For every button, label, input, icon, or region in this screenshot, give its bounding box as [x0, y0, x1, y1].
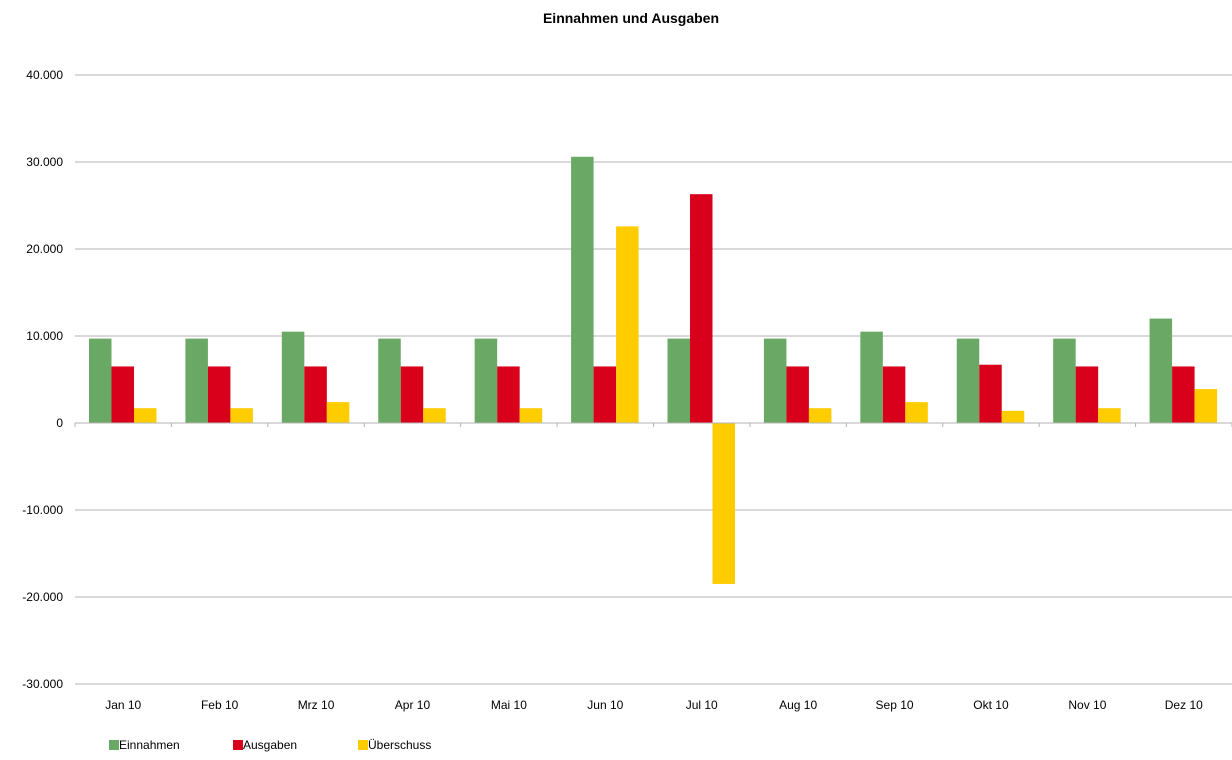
- bar-einnahmen-7: [763, 338, 787, 423]
- bar-ausgaben-3: [400, 366, 424, 423]
- bar--berschuss-2: [326, 402, 350, 423]
- bar-einnahmen-5: [571, 156, 594, 423]
- bar-einnahmen-6: [667, 338, 690, 423]
- bar-ausgaben-10: [1075, 366, 1099, 423]
- y-tick-label: 20.000: [26, 242, 63, 256]
- chart-title: Einnahmen und Ausgaben: [543, 10, 719, 26]
- bar-einnahmen-3: [378, 338, 401, 423]
- bar-einnahmen-11: [1149, 318, 1173, 423]
- y-tick-label: -20.000: [22, 590, 63, 604]
- legend-label: Ausgaben: [243, 738, 297, 752]
- legend-item-einnahmen: Einnahmen: [109, 738, 180, 752]
- legend-swatch: [358, 740, 368, 750]
- x-tick-label: Nov 10: [1068, 698, 1106, 712]
- bars: [89, 156, 1218, 584]
- x-tick-label: Apr 10: [395, 698, 431, 712]
- bar--berschuss-5: [616, 226, 639, 423]
- x-tick-label: Feb 10: [201, 698, 239, 712]
- bar-ausgaben-8: [882, 366, 906, 423]
- bar--berschuss-1: [230, 408, 253, 423]
- gridlines: [75, 74, 1232, 685]
- legend-swatch: [109, 740, 119, 750]
- y-tick-label: -10.000: [22, 503, 63, 517]
- x-axis: [74, 422, 1232, 427]
- bar--berschuss-4: [519, 408, 543, 423]
- bar-ausgaben-2: [304, 366, 327, 423]
- bar--berschuss-6: [712, 423, 735, 584]
- x-tick-label: Dez 10: [1165, 698, 1203, 712]
- legend-label: Überschuss: [368, 738, 431, 752]
- x-tick-label: Mai 10: [491, 698, 527, 712]
- bar--berschuss-0: [134, 408, 157, 423]
- bar-ausgaben-7: [786, 366, 809, 423]
- legend-label: Einnahmen: [119, 738, 180, 752]
- bar--berschuss-3: [423, 408, 446, 423]
- x-tick-label: Jul 10: [686, 698, 718, 712]
- bar-ausgaben-5: [593, 366, 617, 423]
- bar-ausgaben-6: [690, 194, 713, 423]
- bar--berschuss-11: [1194, 389, 1218, 423]
- x-tick-label: Okt 10: [973, 698, 1009, 712]
- y-tick-label: -30.000: [22, 677, 63, 691]
- x-tick-label: Mrz 10: [298, 698, 335, 712]
- legend: Einnahmen Ausgaben Überschuss: [109, 738, 431, 752]
- bar-einnahmen-4: [474, 338, 498, 423]
- bar-einnahmen-2: [281, 331, 305, 423]
- x-tick-label: Jun 10: [587, 698, 623, 712]
- bar-ausgaben-4: [497, 366, 520, 423]
- x-tick-label: Sep 10: [876, 698, 914, 712]
- bar-ausgaben-9: [979, 364, 1002, 423]
- bar--berschuss-7: [808, 408, 832, 423]
- bar-einnahmen-9: [956, 338, 980, 423]
- bar-ausgaben-1: [207, 366, 231, 423]
- legend-item-ausgaben: Ausgaben: [233, 738, 297, 752]
- bar-einnahmen-8: [860, 331, 883, 423]
- bar--berschuss-10: [1098, 408, 1121, 423]
- bar-ausgaben-0: [111, 366, 134, 423]
- x-axis-tick-labels: Jan 10 Feb 10 Mrz 10 Apr 10 Mai 10 Jun 10 Jul …: [105, 698, 1203, 712]
- y-tick-label: 40.000: [26, 68, 63, 82]
- bar-einnahmen-10: [1053, 338, 1076, 423]
- x-tick-label: Jan 10: [105, 698, 141, 712]
- bar-ausgaben-11: [1172, 366, 1195, 423]
- y-tick-label: 0: [56, 416, 63, 430]
- y-tick-label: 30.000: [26, 155, 63, 169]
- y-tick-label: 10.000: [26, 329, 63, 343]
- legend-item--berschuss: Überschuss: [358, 738, 431, 752]
- bar--berschuss-8: [905, 402, 928, 423]
- y-axis-tick-labels: 40.000 30.000 20.000 10.000 0 -10.000 -20.000 -…: [22, 68, 63, 691]
- bar-einnahmen-1: [185, 338, 208, 423]
- legend-swatch: [233, 740, 243, 750]
- bar--berschuss-9: [1001, 410, 1025, 423]
- x-tick-label: Aug 10: [779, 698, 817, 712]
- bar-einnahmen-0: [89, 338, 112, 423]
